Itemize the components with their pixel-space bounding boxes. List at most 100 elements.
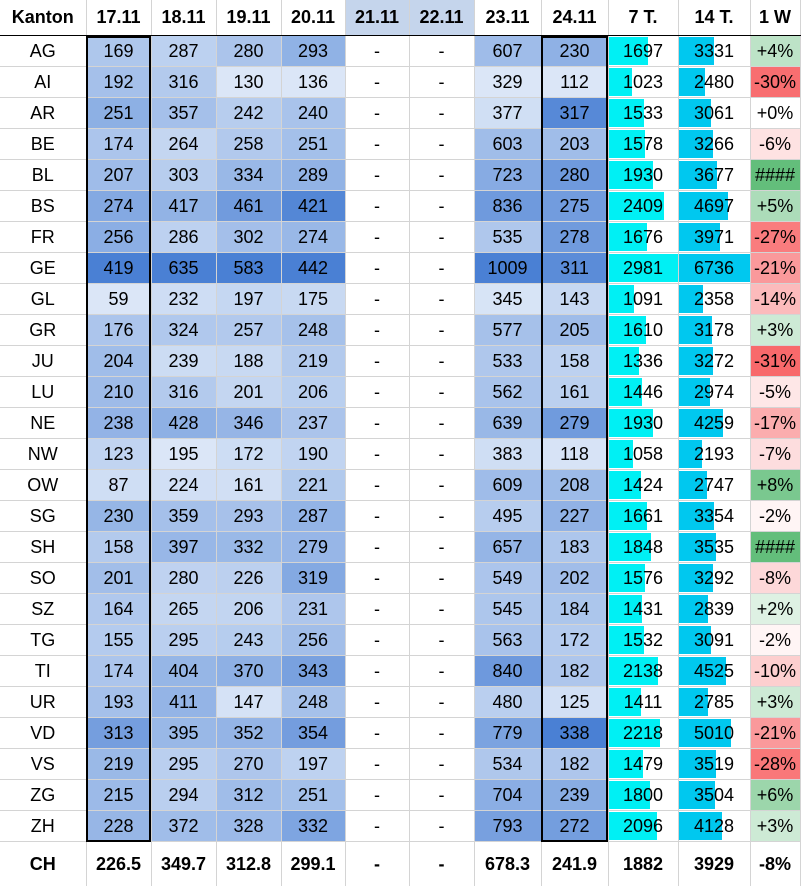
seven-day-cell[interactable]: 1424 (608, 470, 678, 501)
kanton-cell[interactable]: UR (0, 687, 86, 718)
week-change-cell[interactable]: -31% (750, 346, 800, 377)
fourteen-day-cell[interactable]: 3331 (678, 36, 750, 67)
day-cell[interactable]: 59 (86, 284, 151, 315)
week-change-cell[interactable]: -7% (750, 439, 800, 470)
seven-day-cell[interactable]: 1697 (608, 36, 678, 67)
day-cell[interactable]: - (345, 470, 409, 501)
kanton-cell[interactable]: SH (0, 532, 86, 563)
day-cell[interactable]: - (409, 594, 474, 625)
day-cell[interactable]: 202 (541, 563, 608, 594)
kanton-cell[interactable]: TI (0, 656, 86, 687)
day-cell[interactable]: 227 (541, 501, 608, 532)
kanton-cell[interactable]: SO (0, 563, 86, 594)
day-cell[interactable]: 182 (541, 656, 608, 687)
day-cell[interactable]: 238 (86, 408, 151, 439)
day-cell[interactable]: - (345, 532, 409, 563)
day-cell[interactable]: 193 (86, 687, 151, 718)
day-cell[interactable]: 256 (281, 625, 345, 656)
day-cell[interactable]: - (345, 284, 409, 315)
day-cell[interactable]: - (409, 563, 474, 594)
day-cell[interactable]: 188 (216, 346, 281, 377)
day-cell[interactable]: 319 (281, 563, 345, 594)
day-cell[interactable]: 270 (216, 749, 281, 780)
week-change-cell[interactable]: -28% (750, 749, 800, 780)
day-cell[interactable]: 302 (216, 222, 281, 253)
kanton-cell[interactable]: BE (0, 129, 86, 160)
day-cell[interactable]: - (345, 749, 409, 780)
day-cell[interactable]: 607 (474, 36, 541, 67)
kanton-cell[interactable]: LU (0, 377, 86, 408)
day-cell[interactable]: - (409, 222, 474, 253)
day-cell[interactable]: 183 (541, 532, 608, 563)
day-cell[interactable]: 295 (151, 625, 216, 656)
seven-day-cell[interactable]: 1661 (608, 501, 678, 532)
day-cell[interactable]: 195 (151, 439, 216, 470)
fourteen-day-cell[interactable]: 2839 (678, 594, 750, 625)
fourteen-day-cell[interactable]: 3535 (678, 532, 750, 563)
week-change-cell[interactable]: -30% (750, 67, 800, 98)
day-cell[interactable]: 603 (474, 129, 541, 160)
kanton-cell[interactable]: SG (0, 501, 86, 532)
day-cell[interactable]: 678.3 (474, 842, 541, 886)
day-cell[interactable]: 204 (86, 346, 151, 377)
day-cell[interactable]: - (345, 191, 409, 222)
day-cell[interactable]: - (409, 532, 474, 563)
seven-day-cell[interactable]: 1610 (608, 315, 678, 346)
kanton-cell[interactable]: BS (0, 191, 86, 222)
day-cell[interactable]: 279 (541, 408, 608, 439)
day-cell[interactable]: 286 (151, 222, 216, 253)
day-cell[interactable]: 372 (151, 811, 216, 842)
day-cell[interactable]: - (345, 718, 409, 749)
header-day-7[interactable]: 23.11 (474, 0, 541, 36)
seven-day-cell[interactable]: 2138 (608, 656, 678, 687)
day-cell[interactable]: - (345, 98, 409, 129)
kanton-cell[interactable]: GR (0, 315, 86, 346)
day-cell[interactable]: 203 (541, 129, 608, 160)
day-cell[interactable]: - (345, 346, 409, 377)
week-change-cell[interactable]: -8% (750, 842, 800, 886)
week-change-cell[interactable]: #### (750, 160, 800, 191)
day-cell[interactable]: - (409, 284, 474, 315)
header-day-1[interactable]: 17.11 (86, 0, 151, 36)
day-cell[interactable]: 219 (281, 346, 345, 377)
day-cell[interactable]: 287 (281, 501, 345, 532)
day-cell[interactable]: 143 (541, 284, 608, 315)
day-cell[interactable]: 316 (151, 377, 216, 408)
seven-day-cell[interactable]: 1532 (608, 625, 678, 656)
day-cell[interactable]: 274 (86, 191, 151, 222)
week-change-cell[interactable]: -2% (750, 501, 800, 532)
fourteen-day-cell[interactable]: 3519 (678, 749, 750, 780)
day-cell[interactable]: 1009 (474, 253, 541, 284)
day-cell[interactable]: - (409, 98, 474, 129)
day-cell[interactable]: 174 (86, 656, 151, 687)
kanton-cell[interactable]: JU (0, 346, 86, 377)
week-change-cell[interactable]: +2% (750, 594, 800, 625)
day-cell[interactable]: 230 (86, 501, 151, 532)
seven-day-cell[interactable]: 1431 (608, 594, 678, 625)
header-14-days[interactable]: 14 T. (678, 0, 750, 36)
day-cell[interactable]: 172 (541, 625, 608, 656)
week-change-cell[interactable]: -27% (750, 222, 800, 253)
fourteen-day-cell[interactable]: 3677 (678, 160, 750, 191)
fourteen-day-cell[interactable]: 2358 (678, 284, 750, 315)
fourteen-day-cell[interactable]: 2785 (678, 687, 750, 718)
day-cell[interactable]: 609 (474, 470, 541, 501)
day-cell[interactable]: 329 (474, 67, 541, 98)
day-cell[interactable]: 87 (86, 470, 151, 501)
day-cell[interactable]: - (409, 780, 474, 811)
header-day-8[interactable]: 24.11 (541, 0, 608, 36)
seven-day-cell[interactable]: 2409 (608, 191, 678, 222)
day-cell[interactable]: - (409, 625, 474, 656)
day-cell[interactable]: 317 (541, 98, 608, 129)
day-cell[interactable]: 275 (541, 191, 608, 222)
fourteen-day-cell[interactable]: 4259 (678, 408, 750, 439)
week-change-cell[interactable]: -8% (750, 563, 800, 594)
fourteen-day-cell[interactable]: 6736 (678, 253, 750, 284)
header-day-4[interactable]: 20.11 (281, 0, 345, 36)
seven-day-cell[interactable]: 1882 (608, 842, 678, 886)
day-cell[interactable]: 158 (86, 532, 151, 563)
day-cell[interactable]: 293 (281, 36, 345, 67)
fourteen-day-cell[interactable]: 4525 (678, 656, 750, 687)
kanton-cell[interactable]: ZG (0, 780, 86, 811)
day-cell[interactable]: 172 (216, 439, 281, 470)
